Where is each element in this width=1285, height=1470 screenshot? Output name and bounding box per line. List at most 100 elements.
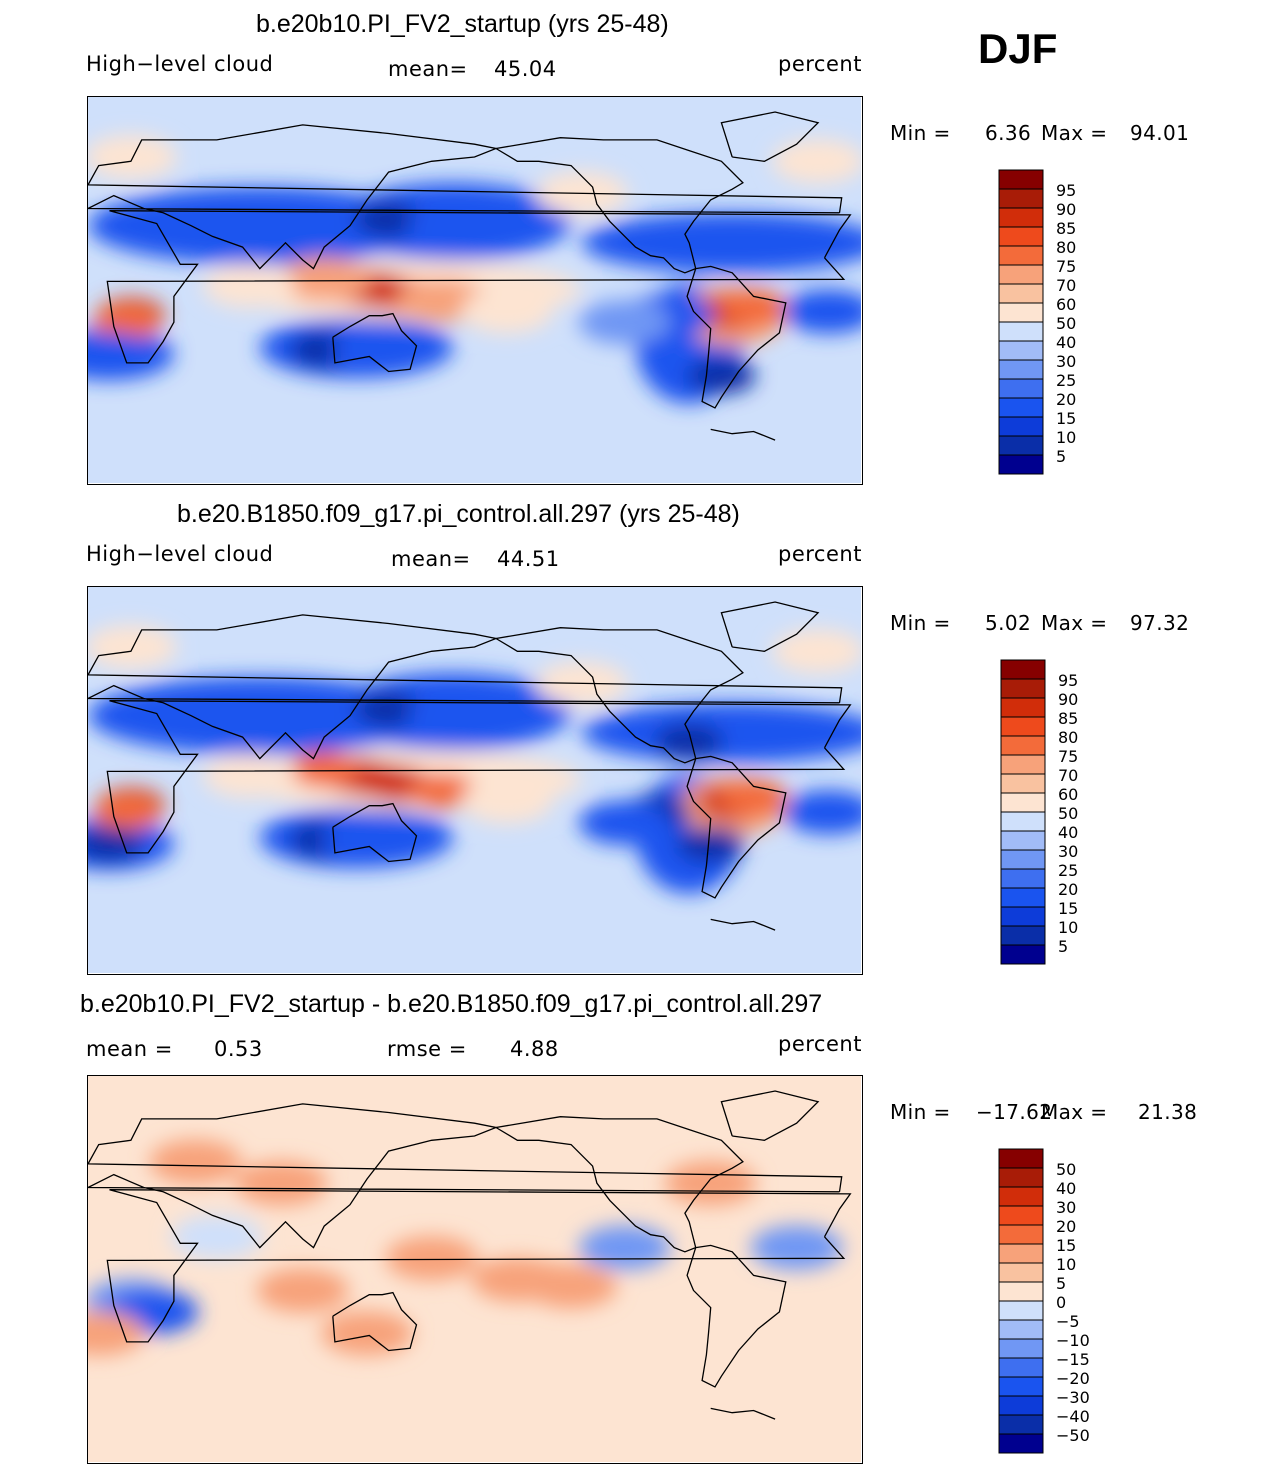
colorbar-box [998,1148,1044,1169]
panel-2-units: percent [778,542,862,566]
coastline-africa [106,1189,852,1343]
field-background [88,1076,861,1462]
colorbar-box [998,1205,1044,1226]
field-contour [290,751,359,788]
coastline-europe_asia [88,1103,843,1249]
colorbar-tick-label: 85 [1058,709,1078,728]
field-contour [331,328,424,373]
colorbar-tick-label: −5 [1056,1312,1080,1331]
panel-3-field [88,1076,861,1462]
field-contour [203,263,296,308]
field-contour [578,800,671,845]
colorbar-box [998,1262,1044,1283]
panel-3-min-label: Min = [890,1100,951,1124]
colorbar-tick-label: −30 [1056,1388,1090,1407]
colorbar-tick-label: 40 [1056,1179,1076,1198]
coastline-antarctic [710,918,776,931]
field-contour [460,779,553,824]
field-contour [782,790,861,835]
colorbar-tick-label: 50 [1058,804,1078,823]
colorbar-box [998,397,1044,418]
field-contour [407,693,500,738]
colorbar-box [998,454,1044,475]
colorbar-tick-label: 20 [1058,880,1078,899]
field-contour [203,753,296,798]
colorbar-box [1000,849,1046,870]
field-contour [278,257,371,302]
coastline-antarctic [710,1407,776,1420]
colorbar-tick-label: −15 [1056,1350,1090,1369]
colorbar-tick-label: 15 [1058,899,1078,918]
panel-3-max-value: 21.38 [1138,1100,1198,1124]
field-contour [407,203,500,248]
colorbar-tick-label: 5 [1056,1274,1066,1293]
colorbar-box [998,1300,1044,1321]
colorbar-box [998,359,1044,380]
colorbar-box [998,188,1044,209]
panel-2-variable-label: High−level cloud [86,542,274,566]
colorbar-tick-label: 20 [1056,1217,1076,1236]
colorbar-tick-label: 5 [1058,937,1068,956]
colorbar-tick-label: 80 [1058,728,1078,747]
panel-2-max-value: 97.32 [1130,611,1190,635]
colorbar-box [998,1167,1044,1188]
panel-3-max-label: Max = [1041,1100,1108,1124]
colorbar-tick-label: 15 [1056,1236,1076,1255]
colorbar-box [998,302,1044,323]
colorbar-box [998,435,1044,456]
colorbar-box [1000,754,1046,775]
panel-3-units: percent [778,1032,862,1056]
colorbar-box [998,283,1044,304]
field-contour [578,1225,671,1270]
colorbar-tick-label: 90 [1056,200,1076,219]
coastline-africa [106,700,852,854]
colorbar-box [998,245,1044,266]
panel-1-units: percent [778,52,862,76]
colorbar-tick-label: 50 [1056,1160,1076,1179]
colorbar-tick-label: 70 [1056,276,1076,295]
colorbar-box [1000,735,1046,756]
coastline-greenland [720,601,820,652]
panel-1-map [87,96,863,485]
coastline-namerica [495,137,744,274]
colorbar-tick-label: 75 [1058,747,1078,766]
colorbar-box [998,1224,1044,1245]
colorbar-box [998,1319,1044,1340]
colorbar-box [998,264,1044,285]
field-contour [719,779,788,816]
panel-3-rmse-value: 4.88 [510,1037,559,1061]
panel-3-min-value: −17.62 [976,1100,1053,1124]
panel-3-map [87,1075,863,1464]
colorbar-tick-label: 10 [1056,1255,1076,1274]
field-band [581,702,861,763]
coastline-europe_asia [88,124,843,270]
colorbar-tick-label: 80 [1056,238,1076,257]
colorbar-box [998,1433,1044,1454]
field-contour [664,1161,757,1206]
colorbar-tick-label: 30 [1058,842,1078,861]
field-contour [235,1161,328,1206]
panel-1-min-value: 6.36 [985,121,1032,145]
colorbar-box [998,1186,1044,1207]
colorbar-tick-label: 70 [1058,766,1078,785]
colorbar-box [998,378,1044,399]
field-contour [750,1225,843,1270]
coastline-europe_asia [88,614,843,760]
panel-3-mean-label: mean = [86,1037,173,1061]
panel-2-map [87,586,863,975]
colorbar-box [998,1376,1044,1397]
field-contour [408,772,477,809]
field-contour [719,289,788,326]
colorbar-tick-label: 10 [1056,428,1076,447]
panel-2-mean-label: mean= [391,547,471,571]
panel-1-variable-label: High−level cloud [86,52,274,76]
colorbar-box [998,1243,1044,1264]
colorbar-box [998,1281,1044,1302]
coastline-samerica [686,265,787,409]
coastline-africa [106,210,852,364]
colorbar-tick-label: 30 [1056,352,1076,371]
field-contour [460,289,553,334]
coastline-namerica [495,1116,744,1253]
colorbar-box [1000,773,1046,794]
